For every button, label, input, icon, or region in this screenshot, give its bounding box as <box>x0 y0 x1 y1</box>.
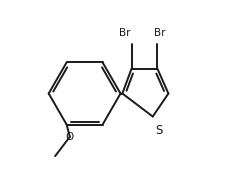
Text: O: O <box>65 132 74 142</box>
Text: S: S <box>155 124 162 137</box>
Text: Br: Br <box>119 28 130 38</box>
Text: Br: Br <box>154 28 165 38</box>
